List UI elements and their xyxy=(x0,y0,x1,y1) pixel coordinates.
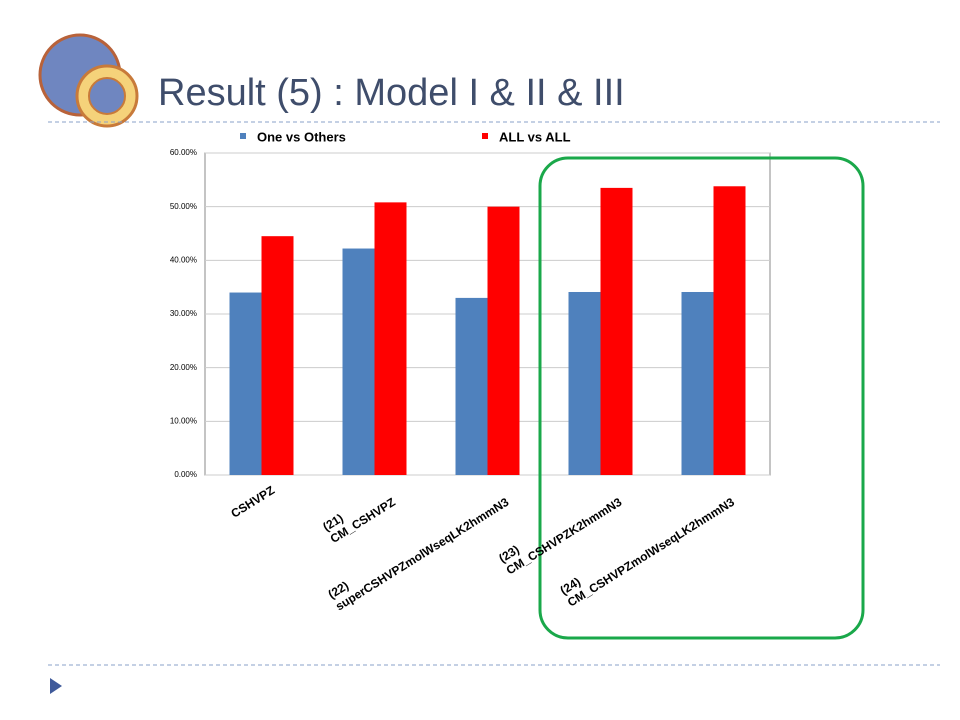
bar xyxy=(342,248,375,475)
bullet xyxy=(50,678,62,694)
legend-label: ALL vs ALL xyxy=(499,129,571,144)
bar xyxy=(261,236,294,475)
bar xyxy=(681,291,714,475)
bar xyxy=(487,206,520,475)
y-tick-label: 20.00% xyxy=(170,363,197,372)
bar xyxy=(374,202,407,475)
y-tick-label: 50.00% xyxy=(170,202,197,211)
bar xyxy=(713,186,746,476)
slide-title: Result (5) : Model I & II & III xyxy=(158,72,625,114)
y-tick-label: 0.00% xyxy=(174,470,197,479)
y-tick-label: 60.00% xyxy=(170,148,197,157)
logo-ring-hole xyxy=(88,77,126,115)
legend-swatch xyxy=(482,133,488,139)
highlight-box xyxy=(538,156,865,640)
y-tick-label: 40.00% xyxy=(170,255,197,264)
legend-swatch xyxy=(240,133,246,139)
bar xyxy=(568,291,601,475)
legend-label: One vs Others xyxy=(257,129,346,144)
bar xyxy=(229,292,262,475)
y-tick-label: 10.00% xyxy=(170,416,197,425)
bar xyxy=(455,297,488,475)
y-tick-label: 30.00% xyxy=(170,309,197,318)
bar xyxy=(600,187,633,475)
